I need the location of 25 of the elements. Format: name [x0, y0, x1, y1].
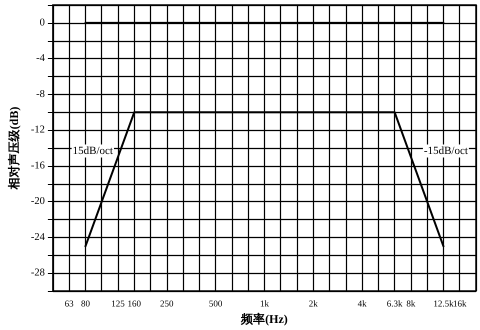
x-tick-label: 500: [208, 298, 223, 308]
y-tick-label: -8: [36, 88, 45, 100]
x-tick-label: 8k: [406, 298, 416, 308]
x-tick-label: 12.5k: [433, 298, 454, 308]
x-tick-label: 160: [128, 298, 142, 308]
x-tick-label: 63: [64, 298, 74, 308]
y-tick-label: -24: [30, 232, 46, 243]
y-tick-label: -28: [30, 268, 45, 279]
x-tick-label: 125: [111, 298, 126, 308]
x-tick-label: 80: [80, 298, 90, 308]
x-tick-label: 2k: [308, 298, 318, 308]
x-tick-label: 1k: [260, 298, 270, 308]
x-tick-label: 250: [160, 298, 174, 308]
y-tick-label: -4: [36, 53, 46, 64]
y-tick-label: -12: [30, 124, 45, 136]
annotation: 15dB/oct: [72, 144, 113, 157]
y-tick-label: -20: [30, 196, 45, 208]
y-axis-title: 相对声压级(dB): [7, 106, 21, 190]
y-tick-label: -16: [30, 160, 45, 172]
x-axis-title: 频率(Hz): [240, 312, 288, 326]
annotation: -15dB/oct: [424, 144, 468, 157]
x-tick-label: 16k: [452, 298, 467, 308]
x-tick-label: 4k: [358, 298, 368, 308]
x-tick-label: 6.3k: [386, 298, 404, 308]
y-tick-label: 0: [40, 17, 45, 28]
